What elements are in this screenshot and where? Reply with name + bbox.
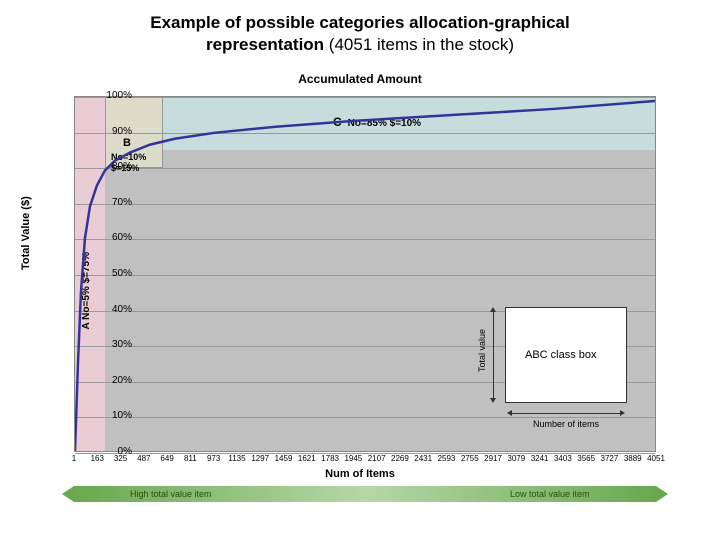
x-tick-label: 1135 (225, 454, 249, 463)
x-tick-label: 3403 (551, 454, 575, 463)
legend-num-items-arrow (511, 413, 621, 414)
legend-total-value-arrow (493, 311, 494, 399)
title-line1: Example of possible categories allocatio… (150, 13, 569, 32)
y-tick-label: 50% (92, 268, 132, 279)
x-tick-label: 2755 (458, 454, 482, 463)
y-tick-label: 10% (92, 410, 132, 421)
x-tick-label: 325 (109, 454, 133, 463)
title-line2-bold: representation (206, 35, 324, 54)
x-tick-label: 2269 (388, 454, 412, 463)
region-c-label: CNo=85% $=10% (333, 115, 421, 129)
y-axis-label: Total Value ($) (20, 196, 32, 270)
x-tick-label: 1 (62, 454, 86, 463)
legend-total-value-label: Total value (477, 329, 487, 372)
x-tick-label: 4051 (644, 454, 668, 463)
legend-abc-label: ABC class box (525, 349, 597, 361)
y-tick-label: 30% (92, 339, 132, 350)
x-tick-label: 3727 (597, 454, 621, 463)
x-axis-label: Num of Items (0, 468, 720, 480)
x-tick-label: 487 (132, 454, 156, 463)
y-tick-label: 100% (92, 90, 132, 101)
x-tick-label: 2107 (365, 454, 389, 463)
x-tick-label: 973 (202, 454, 226, 463)
y-tick-label: 80% (92, 161, 132, 172)
gradient-arrow-left-icon (62, 486, 74, 502)
x-tick-label: 2431 (411, 454, 435, 463)
y-tick-label: 20% (92, 375, 132, 386)
x-tick-label: 1459 (272, 454, 296, 463)
x-tick-label: 2917 (481, 454, 505, 463)
grid-line (75, 239, 655, 240)
chart-title: Example of possible categories allocatio… (0, 12, 720, 56)
legend-num-items-label: Number of items (533, 419, 599, 429)
x-tick-label: 163 (85, 454, 109, 463)
y-tick-label: 70% (92, 197, 132, 208)
y-tick-label: 90% (92, 126, 132, 137)
grid-line (75, 204, 655, 205)
y-tick-label: 60% (92, 232, 132, 243)
region-b-label: B (123, 137, 131, 149)
gradient-right-label: Low total value item (510, 489, 590, 499)
x-tick-label: 1945 (341, 454, 365, 463)
gradient-left-label: High total value item (130, 489, 212, 499)
x-tick-label: 1297 (248, 454, 272, 463)
gradient-arrow-right-icon (656, 486, 668, 502)
grid-line (75, 168, 655, 169)
x-tick-label: 3889 (621, 454, 645, 463)
x-tick-label: 811 (178, 454, 202, 463)
x-tick-label: 1783 (318, 454, 342, 463)
chart-subtitle: Accumulated Amount (0, 72, 720, 86)
grid-line (75, 275, 655, 276)
region-a-label: A No=5% $=75% (81, 252, 92, 329)
title-line2-rest: (4051 items in the stock) (324, 35, 514, 54)
x-tick-label: 3565 (574, 454, 598, 463)
x-tick-label: 2593 (434, 454, 458, 463)
x-tick-label: 1621 (295, 454, 319, 463)
grid-line (75, 133, 655, 134)
x-tick-label: 3241 (528, 454, 552, 463)
x-tick-label: 3079 (504, 454, 528, 463)
grid-line (75, 97, 655, 98)
chart-plot-area: A No=5% $=75% B No=10%$=15% CNo=85% $=10… (74, 96, 656, 452)
x-tick-label: 649 (155, 454, 179, 463)
y-tick-label: 40% (92, 304, 132, 315)
